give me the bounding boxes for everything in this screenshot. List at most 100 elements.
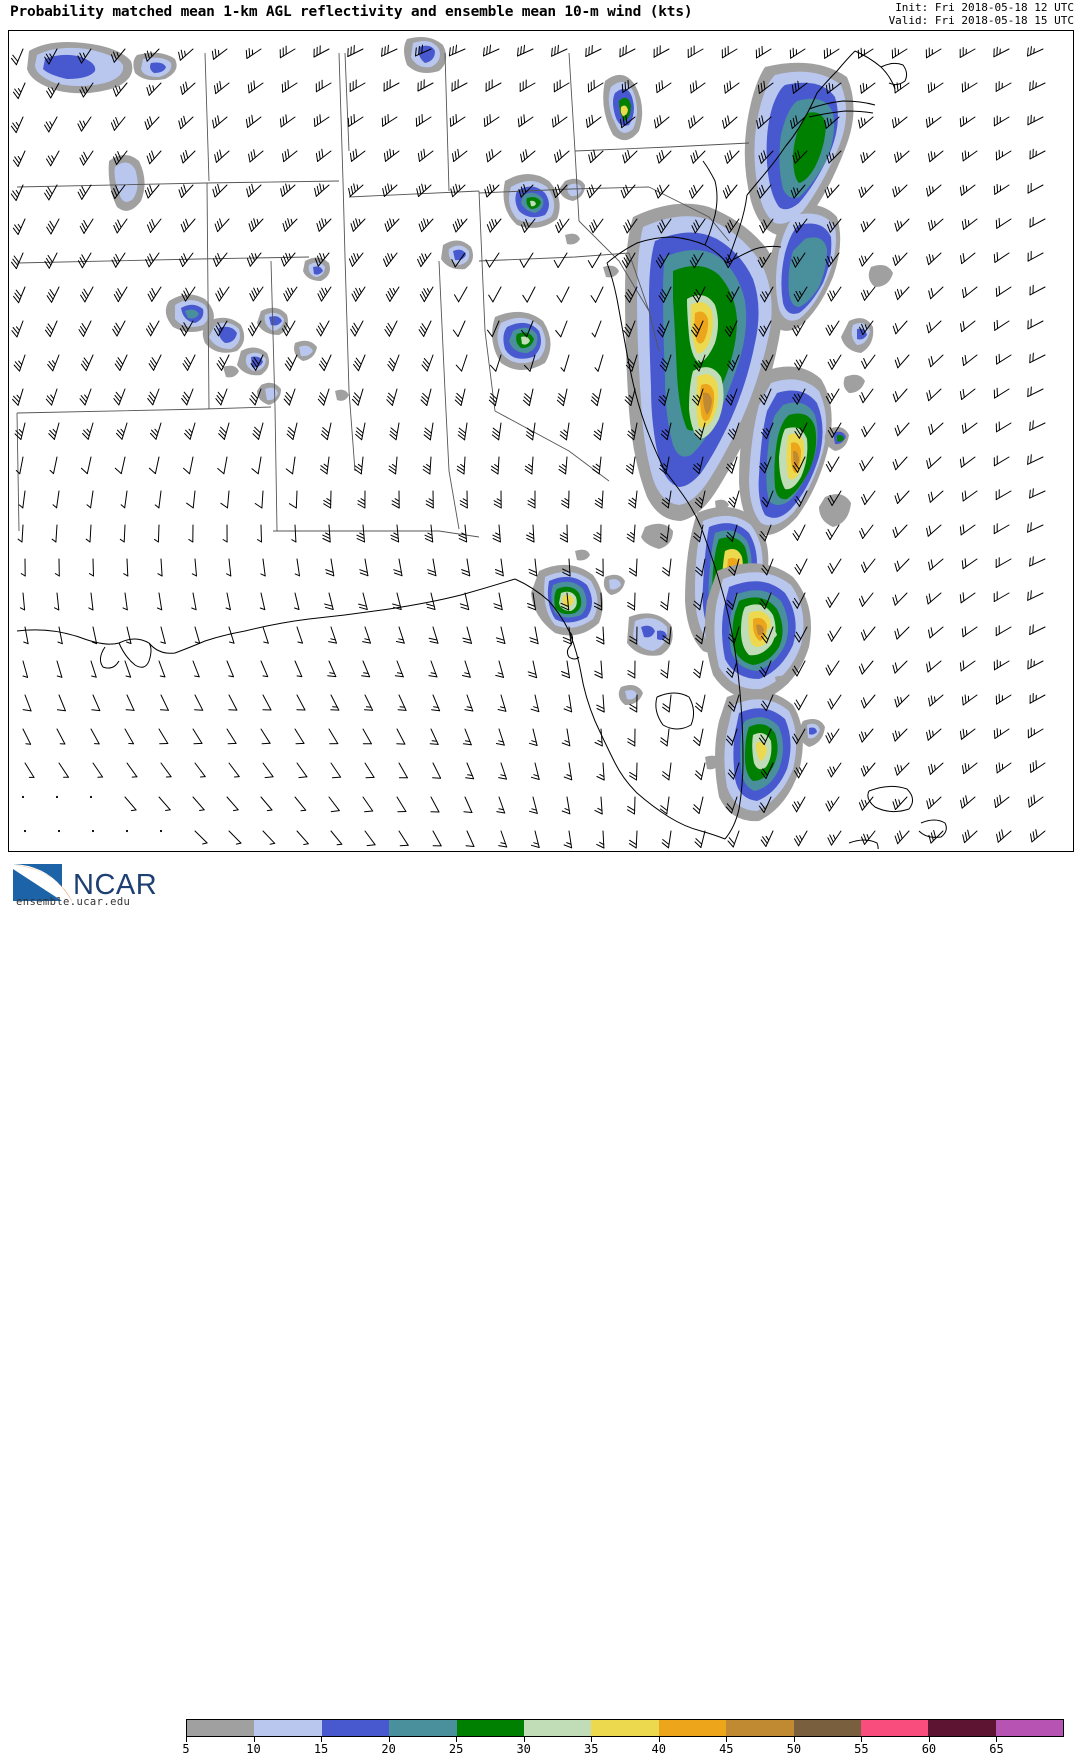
wind-barb xyxy=(449,114,466,127)
wind-barb xyxy=(759,456,772,474)
wind-barb xyxy=(77,48,92,64)
wind-barb xyxy=(146,320,160,337)
valid-time-label: Valid: Fri 2018-05-18 15 UTC xyxy=(888,14,1074,27)
wind-barb xyxy=(452,148,468,162)
wind-barb xyxy=(426,592,436,610)
wind-barb xyxy=(926,184,942,197)
wind-barb xyxy=(620,114,636,129)
wind-barb xyxy=(791,80,808,94)
wind-barb xyxy=(10,116,24,134)
wind-barb xyxy=(350,218,366,232)
wind-barb xyxy=(792,388,806,405)
wind-barb xyxy=(562,626,572,645)
wind-barb xyxy=(627,796,636,815)
wind-barb xyxy=(892,660,908,674)
wind-barb xyxy=(925,116,942,128)
wind-barb xyxy=(595,558,604,577)
colorbar-swatch-60 xyxy=(928,1720,996,1736)
wind-barb xyxy=(691,320,704,338)
wind-barb xyxy=(1027,454,1044,465)
wind-barb xyxy=(124,796,137,812)
wind-barb xyxy=(349,79,366,92)
wind-barb xyxy=(827,558,842,574)
wind-barb xyxy=(150,422,162,440)
wind-barb xyxy=(894,830,910,845)
wind-barb xyxy=(178,115,194,130)
wind-barb xyxy=(228,626,235,644)
wind-barb xyxy=(328,728,339,745)
wind-barb xyxy=(228,694,238,711)
wind-barb xyxy=(12,388,24,406)
wind-barb xyxy=(627,592,636,611)
wind-barb xyxy=(726,592,738,610)
wind-barb xyxy=(657,218,672,234)
wind-barb xyxy=(362,728,372,745)
wind-barb xyxy=(17,524,24,543)
wind-barb xyxy=(530,830,540,848)
wind-barb xyxy=(529,626,539,645)
wind-barb xyxy=(660,422,672,441)
wind-barb xyxy=(420,388,432,406)
wind-barb xyxy=(757,80,774,94)
wind-barb xyxy=(112,82,128,97)
wind-barb xyxy=(591,320,602,338)
wind-barb xyxy=(629,626,638,645)
reflectivity-colorbar[interactable] xyxy=(186,1719,1064,1737)
wind-barb xyxy=(44,184,58,201)
wind-barb xyxy=(180,218,196,233)
wind-barb xyxy=(892,320,908,335)
wind-barb xyxy=(588,149,604,164)
wind-barb xyxy=(454,388,466,406)
wind-barb xyxy=(894,626,910,640)
wind-barb xyxy=(91,829,95,833)
wind-barb xyxy=(389,422,400,441)
wind-barb xyxy=(723,252,738,269)
wind-barb xyxy=(497,694,507,712)
wind-barb xyxy=(551,44,568,57)
reflectivity-map[interactable] xyxy=(8,30,1074,852)
wind-barb xyxy=(456,456,466,475)
wind-barb xyxy=(726,660,738,678)
wind-barb xyxy=(892,116,908,129)
reflectivity-cell-florida-central xyxy=(627,613,673,656)
wind-barb xyxy=(381,114,398,127)
reflectivity-mass-northeast xyxy=(625,62,874,535)
wind-barb xyxy=(21,795,25,799)
wind-barb xyxy=(756,184,772,199)
wind-barb xyxy=(382,183,398,197)
svg-text:NCAR: NCAR xyxy=(73,869,157,901)
colorbar-swatch-30 xyxy=(523,1720,592,1736)
wind-barb xyxy=(553,252,568,268)
wind-barb xyxy=(179,320,194,337)
wind-barb xyxy=(661,830,672,849)
wind-barb xyxy=(248,149,264,163)
wind-barb xyxy=(794,354,808,371)
wind-barb xyxy=(759,218,774,234)
wind-barb xyxy=(111,252,126,268)
wind-barb xyxy=(391,490,400,509)
wind-barb xyxy=(320,422,332,441)
wind-barb xyxy=(314,183,330,197)
wind-barb xyxy=(623,320,636,338)
wind-barb xyxy=(728,626,740,644)
wind-barb xyxy=(692,286,706,303)
reflectivity-cell-great-lakes-nw xyxy=(27,42,177,94)
wind-barb xyxy=(959,456,976,468)
wind-barb xyxy=(451,79,468,92)
wind-barb xyxy=(44,252,58,269)
wind-barb xyxy=(424,524,434,543)
wind-barb xyxy=(823,47,840,59)
ncar-logo[interactable]: NCAR xyxy=(6,857,166,909)
wind-barb xyxy=(995,353,1012,365)
wind-barb xyxy=(183,456,194,475)
wind-barb xyxy=(125,694,135,711)
wind-barb xyxy=(55,795,59,799)
wind-barb xyxy=(226,660,234,678)
wind-barb xyxy=(415,114,432,127)
wind-barb xyxy=(761,626,774,644)
wind-barb xyxy=(961,218,978,230)
wind-barb xyxy=(160,762,172,778)
wind-barb xyxy=(315,79,332,93)
wind-barb xyxy=(928,422,944,435)
wind-barb xyxy=(23,626,29,645)
